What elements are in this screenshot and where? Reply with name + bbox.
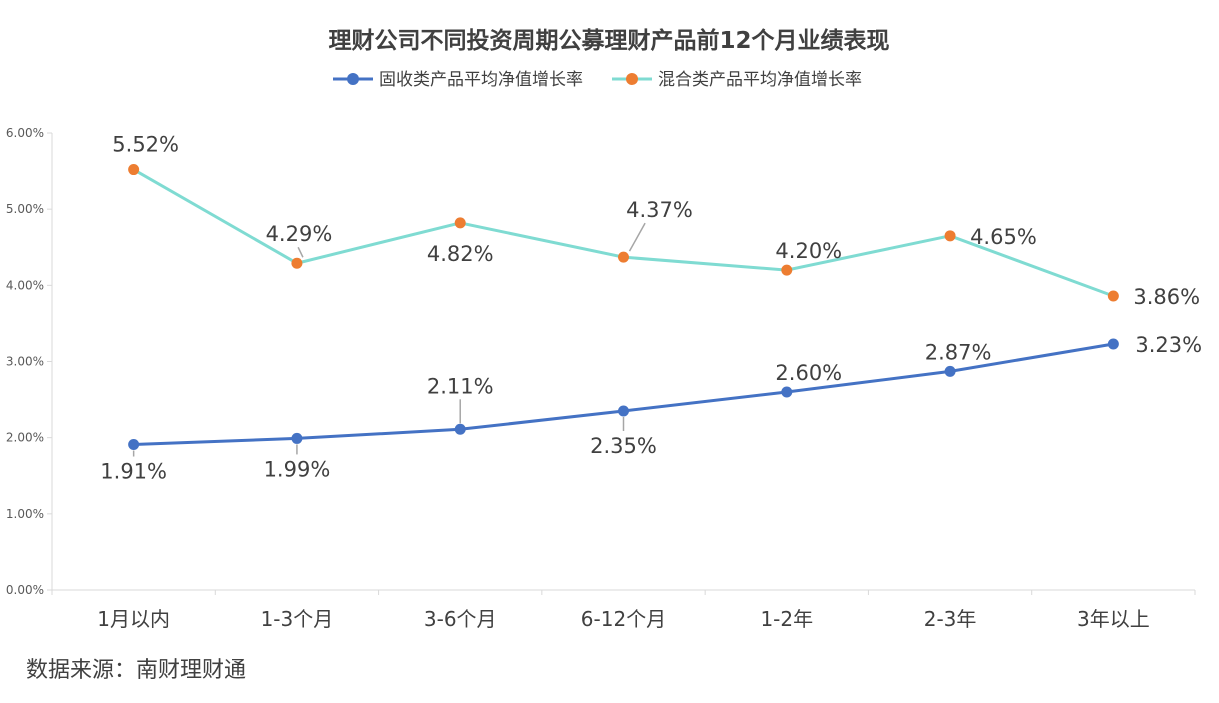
data-label: 4.65%: [970, 225, 1037, 249]
data-point: [781, 386, 793, 398]
y-tick-label: 6.00%: [6, 126, 44, 140]
data-label: 4.82%: [427, 242, 494, 266]
y-tick-label: 1.00%: [6, 507, 44, 521]
x-tick-label: 1-3个月: [261, 607, 334, 631]
x-tick-label: 6-12个月: [581, 607, 666, 631]
series-layer: 1.91% 1.99% 2.11% 2.35% 2.60% 2.87% 3.23% 5.52%…: [100, 133, 1202, 484]
data-label: 3.23%: [1135, 333, 1202, 357]
series-2: 5.52% 4.29% 4.82% 4.37% 4.20% 4.65% 3.86%: [112, 133, 1200, 309]
y-tick-label: 5.00%: [6, 202, 44, 216]
data-point: [944, 365, 956, 377]
x-tick-label: 3年以上: [1077, 607, 1150, 631]
data-point: [618, 251, 629, 263]
data-label: 5.52%: [112, 133, 179, 157]
data-label: 2.87%: [925, 340, 992, 364]
series-1: 1.91% 1.99% 2.11% 2.35% 2.60% 2.87% 3.23%: [100, 333, 1202, 484]
data-label: 3.86%: [1133, 285, 1200, 309]
data-point: [291, 257, 303, 269]
legend-label: 固收类产品平均净值增长率: [379, 70, 583, 90]
y-tick-label: 3.00%: [6, 355, 44, 369]
data-point: [128, 439, 140, 451]
data-point: [454, 217, 466, 229]
data-label: 1.91%: [100, 460, 167, 484]
data-point: [1107, 290, 1119, 302]
data-label: 4.29%: [266, 222, 333, 246]
label-leader: [297, 246, 304, 258]
data-label: 4.37%: [626, 198, 693, 222]
x-tick-label: 1月以内: [97, 607, 170, 631]
data-label: 2.11%: [427, 374, 494, 398]
y-tick-label: 0.00%: [6, 583, 44, 597]
data-point: [618, 405, 629, 417]
legend-marker: [347, 73, 359, 85]
data-label: 1.99%: [264, 457, 331, 481]
data-point: [454, 423, 466, 435]
y-tick-label: 4.00%: [6, 278, 44, 292]
y-tick-label: 2.00%: [6, 431, 44, 445]
x-tick-label: 3-6个月: [424, 607, 497, 631]
data-point: [944, 230, 956, 242]
y-axis-ticks: 0.00% 1.00% 2.00% 3.00% 4.00% 5.00% 6.00%: [6, 126, 52, 597]
legend-marker: [626, 73, 638, 85]
x-tick-label: 1-2年: [760, 607, 813, 631]
chart-title: 理财公司不同投资周期公募理财产品前12个月业绩表现: [328, 27, 889, 54]
x-axis-ticks: 1月以内 1-3个月 3-6个月 6-12个月 1-2年 2-3年 3年以上: [51, 590, 1196, 631]
label-leader: [628, 222, 646, 252]
data-label: 2.60%: [775, 361, 842, 385]
x-tick-label: 2-3年: [924, 607, 977, 631]
data-point: [781, 264, 793, 276]
source-note: 数据来源：南财理财通: [26, 658, 247, 683]
data-label: 4.20%: [775, 239, 842, 263]
legend-item: 混合类产品平均净值增长率: [612, 70, 862, 90]
data-point: [291, 432, 303, 444]
legend-label: 混合类产品平均净值增长率: [658, 70, 862, 90]
legend-item: 固收类产品平均净值增长率: [333, 70, 583, 90]
legend: 固收类产品平均净值增长率 混合类产品平均净值增长率: [333, 70, 862, 90]
data-point: [1107, 338, 1119, 350]
data-point: [128, 164, 140, 176]
data-label: 2.35%: [590, 434, 657, 458]
